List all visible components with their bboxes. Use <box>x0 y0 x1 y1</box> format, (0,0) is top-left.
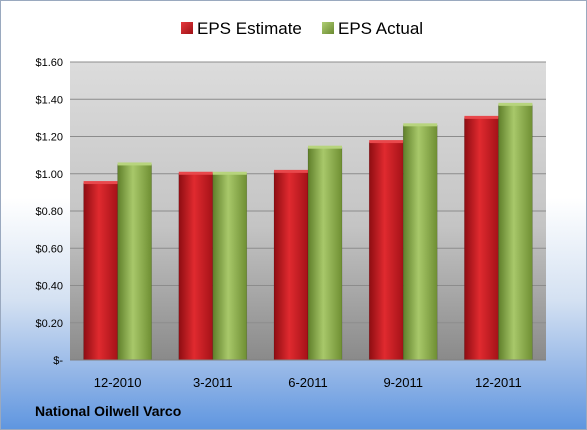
y-tick-label: $1.20 <box>35 132 63 144</box>
y-tick-label: $0.80 <box>35 206 63 218</box>
y-tick-label: $1.40 <box>35 94 63 106</box>
bar-top-cap <box>369 140 404 144</box>
bar-top-cap <box>308 145 342 149</box>
y-tick-labels: $- $0.20 $0.40 $0.60 $0.80 $1.00 $1.20 $1.40 $1.… <box>35 57 63 367</box>
bar-eps-actual <box>212 173 248 361</box>
bar-eps-actual <box>402 125 438 361</box>
bar-top-cap <box>403 123 438 127</box>
bar-eps-actual <box>117 164 152 361</box>
x-tick-label: 12-2010 <box>94 375 142 390</box>
bar-top-cap <box>498 102 533 106</box>
y-tick-label: $1.60 <box>35 57 63 69</box>
bar-top-cap <box>464 115 499 119</box>
bar-eps-estimate <box>368 141 404 361</box>
y-tick-label: $0.20 <box>35 318 63 330</box>
bar-top-cap <box>117 162 152 166</box>
x-tick-label: 12-2011 <box>475 375 522 390</box>
bar-eps-actual <box>498 104 533 361</box>
bar-eps-actual <box>307 147 343 361</box>
bar-eps-estimate <box>83 182 118 361</box>
legend-swatch-eps-estimate <box>181 22 193 34</box>
bar-eps-estimate <box>178 173 214 361</box>
company-name: National Oilwell Varco <box>35 403 182 419</box>
bars <box>83 102 533 361</box>
bar-eps-estimate <box>273 171 309 361</box>
legend-label: EPS Estimate <box>197 19 302 38</box>
x-tick-label: 6-2011 <box>288 375 328 390</box>
bar-top-cap <box>178 171 213 175</box>
y-tick-label: $0.40 <box>35 281 63 293</box>
x-tick-labels: 12-2010 3-2011 6-2011 9-2011 12-2011 <box>94 375 522 390</box>
legend: EPS Estimate EPS Actual <box>181 19 423 38</box>
bar-eps-estimate <box>464 117 499 361</box>
bar-top-cap <box>212 171 247 175</box>
x-tick-label: 3-2011 <box>193 375 233 390</box>
bar-top-cap <box>83 181 118 185</box>
legend-swatch-eps-actual <box>322 22 334 34</box>
x-tick-label: 9-2011 <box>383 375 423 390</box>
bar-top-cap <box>274 169 308 173</box>
legend-label: EPS Actual <box>338 19 423 38</box>
y-tick-label: $0.60 <box>35 243 63 255</box>
y-tick-label: $- <box>53 355 63 367</box>
y-tick-label: $1.00 <box>35 169 63 181</box>
